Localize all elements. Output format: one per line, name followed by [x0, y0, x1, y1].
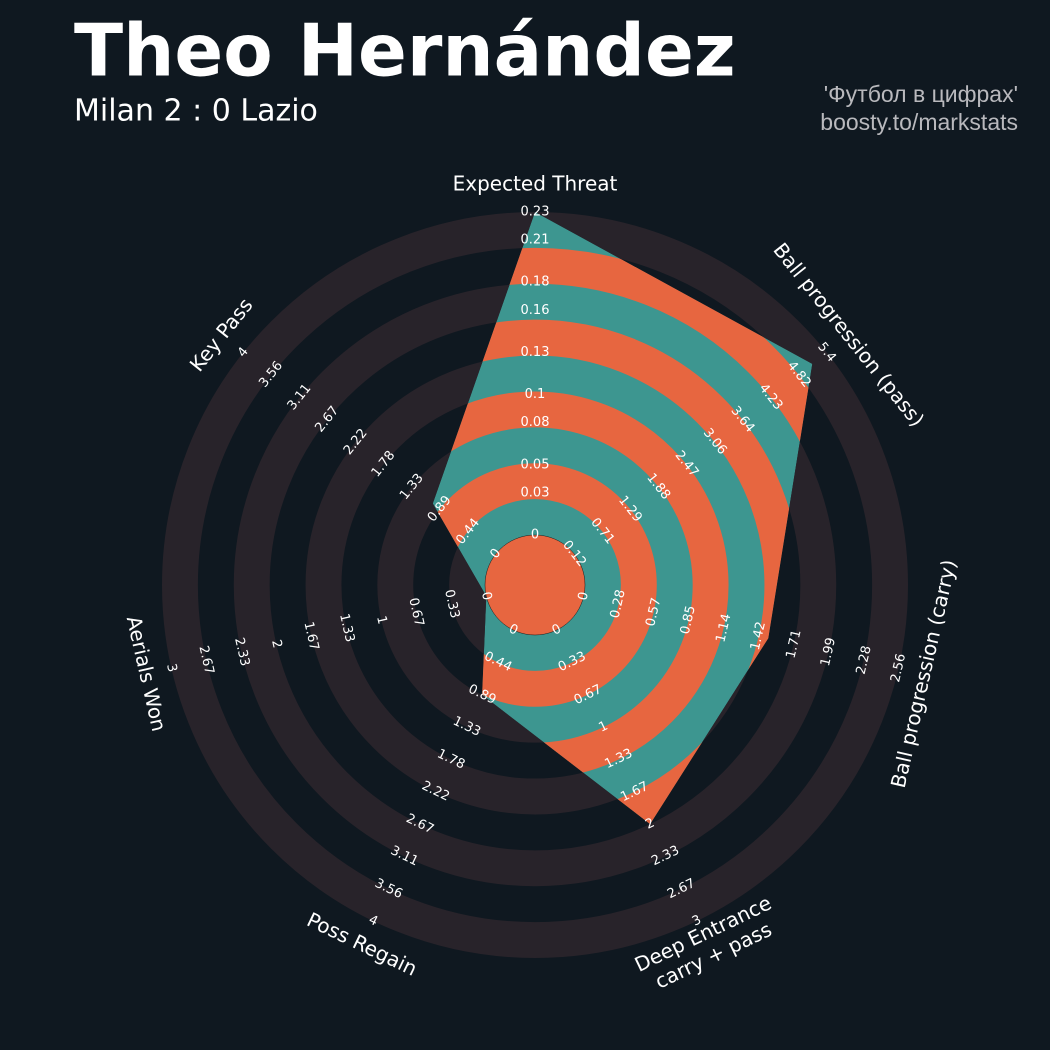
tick-label: 0.28	[608, 588, 629, 620]
tick-label: 1.14	[713, 612, 734, 644]
tick-label: 0.23	[521, 205, 550, 220]
inner-ring	[432, 463, 657, 707]
tick-label: 0.57	[643, 596, 664, 628]
tick-label: 0	[576, 590, 592, 601]
tick-label: 3	[163, 662, 179, 673]
tick-label: 1.67	[300, 620, 321, 652]
tick-label: 1	[373, 614, 389, 625]
tick-label: 0	[478, 590, 494, 601]
chart-subtitle: Milan 2 : 0 Lazio	[74, 94, 318, 129]
tick-label: 1.99	[818, 636, 839, 668]
inner-ring	[484, 534, 586, 636]
tick-label: 0.21	[521, 233, 550, 248]
tick-label: 0.08	[521, 415, 550, 430]
tick-label: 0.18	[521, 275, 550, 290]
tick-label: 0.13	[521, 345, 550, 360]
tick-label: 0.16	[521, 303, 550, 318]
chart-title: Theo Hernández	[74, 9, 736, 93]
tick-label: 0.85	[678, 604, 699, 636]
tick-label: 0.67	[405, 596, 426, 628]
tick-label: 2.33	[231, 636, 252, 668]
inner-ring	[432, 247, 813, 825]
tick-label: 0.33	[441, 588, 462, 620]
tick-label: 0.1	[525, 387, 546, 402]
tick-label: 2	[268, 638, 284, 649]
tick-label: 1.33	[336, 612, 357, 644]
tick-label: 2.28	[854, 644, 875, 676]
tick-label: 1.71	[784, 628, 805, 660]
tick-label: 0	[531, 528, 539, 543]
credit: boosty.to/markstats	[820, 109, 1018, 135]
axis-label: Expected Threat	[453, 172, 618, 196]
credit: 'Футбол в цифрах'	[824, 81, 1018, 107]
tick-label: 0.03	[521, 485, 550, 500]
tick-label: 1.42	[748, 620, 769, 652]
tick-label: 2.56	[888, 652, 909, 684]
tick-label: 0.05	[521, 457, 550, 472]
tick-label: 2.67	[195, 644, 216, 676]
